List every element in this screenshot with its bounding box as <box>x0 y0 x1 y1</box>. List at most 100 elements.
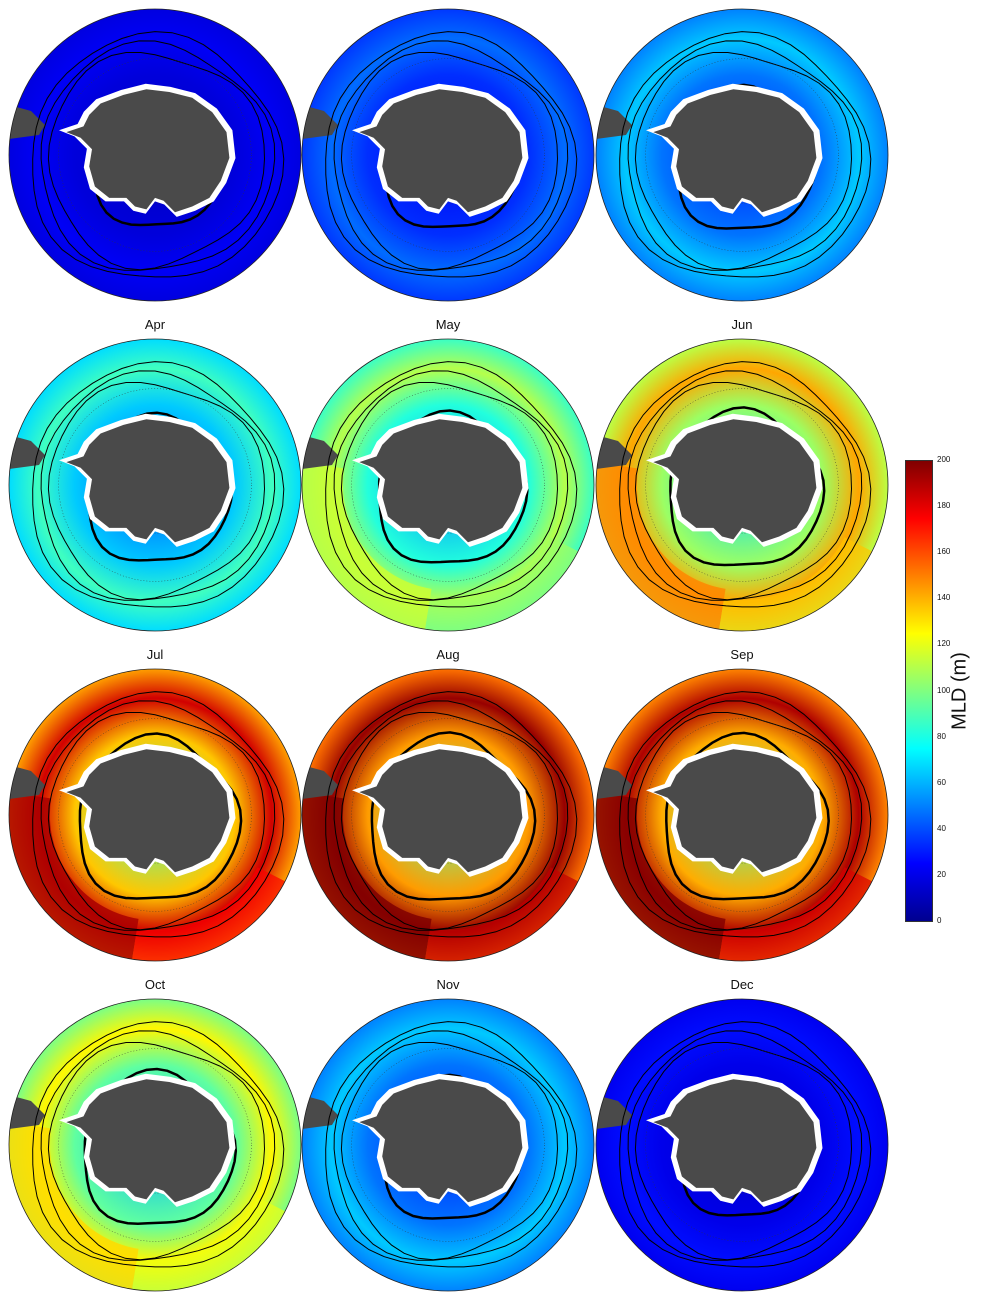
latitude-gridline <box>58 1048 252 1242</box>
colorbar-tick-label: 140 <box>937 593 951 603</box>
front-contour-line <box>325 691 578 938</box>
latitude-gridline <box>58 388 252 582</box>
month-map-panel <box>596 669 888 961</box>
colorbar-tick-label: 120 <box>937 639 951 649</box>
latitude-gridline <box>645 58 839 252</box>
antarctica-landmass <box>66 89 230 213</box>
front-contour-line <box>634 1042 853 1261</box>
front-contour-line <box>40 370 276 601</box>
front-contour-line <box>32 1021 285 1268</box>
month-map-panel <box>9 999 301 1291</box>
month-title: Dec <box>730 977 754 992</box>
map-boundary-circle <box>301 8 595 302</box>
deep-mixing-band <box>424 537 581 631</box>
map-boundary-circle <box>595 8 889 302</box>
front-contour-line <box>32 31 285 278</box>
latitude-gridline <box>58 58 252 252</box>
front-contour-line <box>333 700 569 931</box>
deep-mixing-band <box>718 867 875 961</box>
map-boundary-circle <box>8 338 302 632</box>
map-boundary-circle <box>8 668 302 962</box>
antarctica-landmass <box>359 749 523 873</box>
front-contour-line <box>47 52 266 271</box>
front-contour-line <box>325 361 578 608</box>
front-contour-line <box>634 52 853 271</box>
month-map-panel <box>9 339 301 631</box>
antarctica-landmass <box>653 419 817 543</box>
month-map-panel <box>302 669 594 961</box>
deep-mixing-band <box>131 1197 288 1291</box>
latitude-gridline <box>351 58 545 252</box>
front-contour-line <box>340 712 559 931</box>
map-boundary-circle <box>595 998 889 1292</box>
sea-ice-edge-contour <box>370 731 537 901</box>
front-contour-line <box>333 40 569 271</box>
front-contour-line <box>47 1042 266 1261</box>
colorbar-tick-label: 40 <box>937 823 946 833</box>
front-contour-line <box>325 31 578 278</box>
front-contour-line <box>619 1021 872 1268</box>
colorbar-label: MLD (m) <box>948 652 971 730</box>
month-map-panel <box>9 669 301 961</box>
latitude-gridline <box>58 718 252 912</box>
latitude-gridline <box>351 1048 545 1242</box>
month-map-panel <box>302 339 594 631</box>
colorbar-tick-label: 80 <box>937 731 946 741</box>
front-contour-line <box>627 40 863 271</box>
map-boundary-circle <box>301 668 595 962</box>
front-contour-line <box>333 370 569 601</box>
sea-ice-edge-contour <box>665 731 830 901</box>
month-title: Aug <box>436 647 460 662</box>
month-map-panel <box>302 9 594 301</box>
front-contour-line <box>47 712 266 931</box>
month-map-panel <box>302 999 594 1291</box>
mld-colorbar <box>905 460 933 922</box>
month-title: Nov <box>436 977 460 992</box>
deep-mixing-band <box>424 867 581 961</box>
colorbar-tick-label: 100 <box>937 685 951 695</box>
month-title: Feb <box>418 0 478 2</box>
month-title: Jun <box>731 317 753 332</box>
front-contour-line <box>627 700 863 931</box>
latitude-gridline <box>645 388 839 582</box>
front-contour-line <box>619 361 872 608</box>
month-map-panel <box>596 9 888 301</box>
map-boundary-circle <box>8 8 302 302</box>
front-contour-line <box>619 31 872 278</box>
antarctica-landmass <box>66 419 230 543</box>
antarctica-landmass <box>359 419 523 543</box>
latitude-gridline <box>645 1048 839 1242</box>
front-contour-line <box>340 52 559 271</box>
front-contour-line <box>47 382 266 601</box>
antarctica-landmass <box>359 1079 523 1203</box>
month-title: May <box>435 317 461 332</box>
antarctica-landmass <box>653 1079 817 1203</box>
antarctica-landmass <box>66 749 230 873</box>
month-map-panel <box>596 999 888 1291</box>
month-title: Jul <box>146 647 164 662</box>
colorbar-tick-label: 20 <box>937 869 946 879</box>
antarctica-landmass <box>66 1079 230 1203</box>
latitude-gridline <box>645 718 839 912</box>
antarctica-landmass <box>653 89 817 213</box>
front-contour-line <box>627 1030 863 1261</box>
front-contour-line <box>340 382 559 601</box>
colorbar-tick-label: 200 <box>937 455 951 464</box>
month-title: Jan <box>125 0 185 2</box>
colorbar-tick-label: 0 <box>937 916 942 925</box>
colorbar-tick-label: 180 <box>937 501 951 511</box>
front-contour-line <box>619 691 872 938</box>
map-boundary-circle <box>301 338 595 632</box>
latitude-gridline <box>351 388 545 582</box>
front-contour-line <box>40 1030 276 1261</box>
deep-mixing-band <box>718 537 875 631</box>
month-title: Mar <box>712 0 772 2</box>
colorbar-tick-label: 60 <box>937 777 946 787</box>
latitude-gridline <box>351 718 545 912</box>
month-map-panel <box>596 339 888 631</box>
front-contour-line <box>40 40 276 271</box>
month-map-panel <box>9 9 301 301</box>
front-contour-line <box>340 1042 559 1261</box>
month-title: Sep <box>730 647 754 662</box>
